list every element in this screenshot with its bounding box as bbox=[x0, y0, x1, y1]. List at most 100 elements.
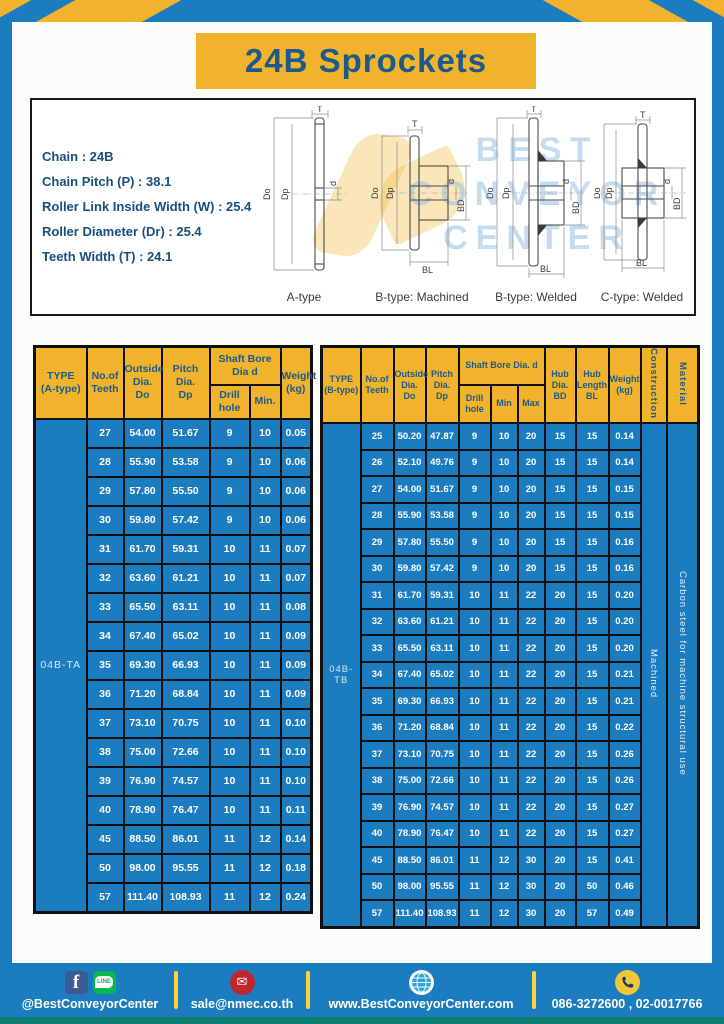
svg-text:d: d bbox=[446, 179, 456, 184]
data-cell: 15 bbox=[574, 607, 610, 637]
mail-icon: ✉ bbox=[229, 969, 255, 995]
data-cell: 22 bbox=[516, 660, 546, 690]
table-row: 45 88.50 86.01 11 12 0.14 bbox=[35, 823, 313, 855]
data-cell: 15 bbox=[574, 740, 610, 769]
table-row: 27 54.00 51.67 9 10 20 15 15 0.15 bbox=[322, 475, 699, 504]
data-cell: 65.50 bbox=[122, 591, 163, 623]
svg-text:Dp: Dp bbox=[501, 187, 511, 199]
table-row: 57 111.40 108.93 11 12 0.24 bbox=[35, 881, 313, 913]
data-cell: 11 bbox=[248, 707, 282, 739]
data-cell: 12 bbox=[248, 881, 282, 913]
data-cell: 68.84 bbox=[424, 713, 460, 743]
data-cell: 50.20 bbox=[392, 422, 427, 451]
data-cell: 36 bbox=[85, 678, 125, 710]
data-cell: 95.55 bbox=[424, 872, 460, 902]
data-cell: 73.10 bbox=[122, 707, 163, 739]
data-cell: 0.10 bbox=[279, 765, 313, 797]
data-cell: 20 bbox=[543, 819, 577, 849]
data-cell: 11 bbox=[457, 872, 492, 902]
data-cell: 52.10 bbox=[392, 448, 427, 478]
data-cell: 20 bbox=[543, 846, 577, 875]
spec-line: Roller Diameter (Dr) : 25.4 bbox=[42, 224, 202, 239]
data-cell: 49.76 bbox=[424, 448, 460, 478]
data-cell: 10 bbox=[208, 707, 251, 739]
data-cell: 57.80 bbox=[392, 528, 427, 557]
data-cell: 69.30 bbox=[122, 649, 163, 681]
data-cell: 20 bbox=[543, 793, 577, 822]
data-cell: 55.90 bbox=[122, 446, 163, 478]
data-cell: 15 bbox=[574, 422, 610, 451]
col-header-weight: Weight (kg) bbox=[279, 345, 316, 420]
data-cell: 9 bbox=[457, 422, 492, 451]
data-cell: 22 bbox=[516, 740, 546, 769]
data-cell: 0.20 bbox=[607, 607, 642, 637]
data-cell: 61.70 bbox=[392, 581, 427, 610]
spec-line: Chain : 24B bbox=[42, 149, 114, 164]
data-cell: 0.14 bbox=[607, 448, 642, 478]
data-cell: 15 bbox=[574, 846, 610, 875]
data-cell: 11 bbox=[248, 533, 282, 565]
data-cell: 0.06 bbox=[279, 504, 313, 536]
col-header-pitch-dia: Pitch Dia. Dp bbox=[424, 345, 460, 425]
data-cell: 11 bbox=[248, 562, 282, 594]
data-cell: 76.90 bbox=[392, 793, 427, 822]
data-cell: 11 bbox=[248, 620, 282, 652]
data-cell: 55.50 bbox=[160, 475, 211, 507]
table-row: 40 78.90 76.47 10 11 22 20 15 0.27 bbox=[322, 819, 699, 849]
data-cell: 0.14 bbox=[607, 422, 642, 451]
table-row: 50 98.00 95.55 11 12 0.18 bbox=[35, 852, 313, 884]
data-cell: 20 bbox=[543, 872, 577, 902]
data-cell: 15 bbox=[574, 475, 610, 504]
col-header-weight: Weight (kg) bbox=[607, 345, 642, 425]
table-b-type: TYPE (B-type) No.of Teeth Outside Dia. D… bbox=[320, 345, 701, 929]
data-cell: 40 bbox=[85, 794, 125, 826]
chain-specs: Chain : 24B Chain Pitch (P) : 38.1 Rolle… bbox=[42, 144, 282, 269]
data-cell: 11 bbox=[457, 846, 492, 875]
data-cell: 38 bbox=[85, 736, 125, 768]
corner-stripe bbox=[23, 0, 195, 22]
data-cell: 9 bbox=[457, 554, 492, 584]
table-row: 40 78.90 76.47 10 11 0.11 bbox=[35, 794, 313, 826]
line-icon: LINE bbox=[92, 970, 116, 994]
type-label-cell: 04B-TA bbox=[33, 417, 88, 913]
diagram-box: BEST CONVEYOR CENTER Chain : 24B Chain P… bbox=[30, 98, 696, 316]
data-cell: 0.14 bbox=[279, 823, 313, 855]
data-cell: 20 bbox=[516, 528, 546, 557]
construction-cell: Machined bbox=[639, 422, 668, 929]
data-cell: 20 bbox=[543, 634, 577, 663]
data-cell: 28 bbox=[85, 446, 125, 478]
data-cell: 0.07 bbox=[279, 562, 313, 594]
data-cell: 10 bbox=[208, 678, 251, 710]
data-cell: 20 bbox=[543, 660, 577, 690]
col-header-type: TYPE (B-type) bbox=[320, 345, 362, 425]
data-cell: 10 bbox=[489, 422, 519, 451]
data-cell: 0.46 bbox=[607, 872, 642, 902]
data-cell: 20 bbox=[543, 899, 577, 929]
data-cell: 0.20 bbox=[607, 634, 642, 663]
data-cell: 111.40 bbox=[122, 881, 163, 913]
data-cell: 20 bbox=[543, 713, 577, 743]
data-cell: 11 bbox=[208, 823, 251, 855]
footer-email: ✉ sale@nmec.co.th bbox=[178, 969, 306, 1011]
globe-icon bbox=[408, 969, 434, 995]
drawing-b-type-machined: T Do Dp d BD BL B-type: Machin bbox=[367, 106, 477, 306]
data-cell: 70.75 bbox=[160, 707, 211, 739]
data-cell: 11 bbox=[489, 660, 519, 690]
table-b-body: 04B-TB 25 50.20 47.87 9 10 20 15 15 0.14 Machined C… bbox=[320, 422, 700, 929]
table-row: 26 52.10 49.76 9 10 20 15 15 0.14 bbox=[322, 448, 699, 478]
data-cell: 34 bbox=[85, 620, 125, 652]
data-cell: 0.09 bbox=[279, 649, 313, 681]
table-row: 31 61.70 59.31 10 11 0.07 bbox=[35, 533, 313, 565]
svg-text:BD: BD bbox=[672, 197, 682, 210]
table-row: 39 76.90 74.57 10 11 22 20 15 0.27 bbox=[322, 793, 699, 822]
col-header-outside-dia: Outside Dia. Do bbox=[122, 345, 164, 420]
material-cell: Carbon steel for machine structural use bbox=[665, 422, 700, 929]
data-cell: 75.00 bbox=[122, 736, 163, 768]
data-cell: 11 bbox=[489, 581, 519, 610]
data-cell: 0.07 bbox=[279, 533, 313, 565]
data-cell: 74.57 bbox=[160, 765, 211, 797]
page-title: 24B Sprockets bbox=[244, 42, 488, 79]
data-cell: 0.18 bbox=[279, 852, 313, 884]
data-cell: 65.50 bbox=[392, 634, 427, 663]
data-cell: 0.11 bbox=[279, 794, 313, 826]
